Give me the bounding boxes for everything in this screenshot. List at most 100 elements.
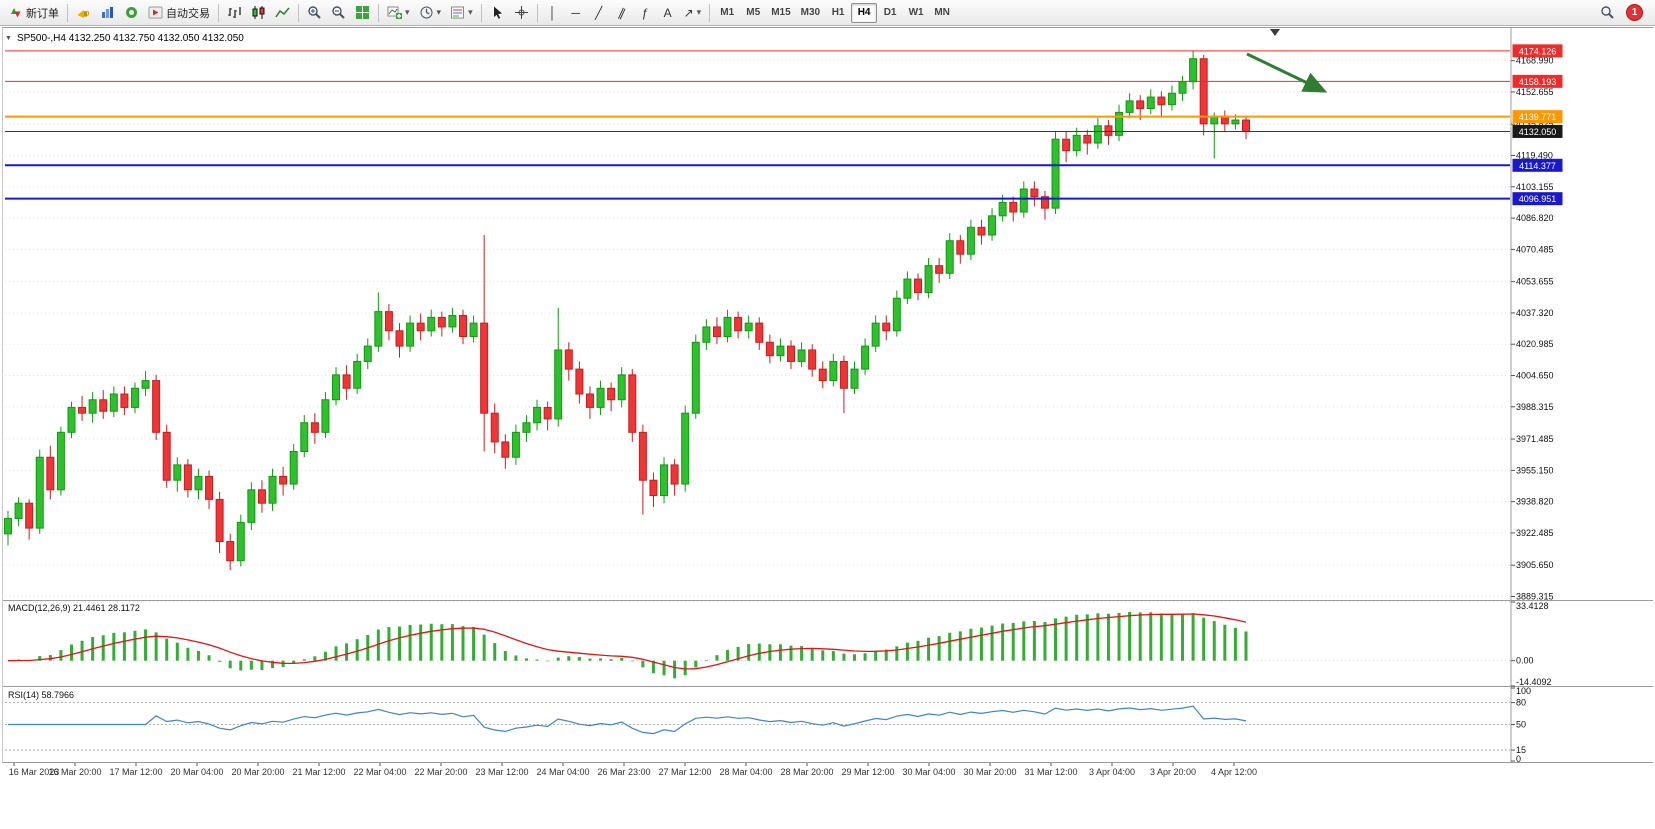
new-order-button[interactable]: 新订单 [4, 2, 63, 24]
trend-arrow-annotation[interactable] [1246, 52, 1328, 93]
notification-badge[interactable]: 1 [1626, 4, 1643, 21]
line-chart-mode-button[interactable] [271, 2, 294, 24]
horizontal-line-objects[interactable] [5, 50, 1510, 200]
timeframe-button-M5[interactable]: M5 [740, 3, 766, 23]
templates-icon [451, 6, 465, 19]
alerts-icon [78, 10, 89, 18]
horizontal-line-button[interactable]: ─ [565, 2, 587, 24]
svg-text:4174.126: 4174.126 [1519, 46, 1557, 56]
svg-text:26 Mar 23:00: 26 Mar 23:00 [597, 767, 650, 777]
timeframe-button-MN[interactable]: MN [929, 3, 955, 23]
channel-button[interactable]: ∥ [611, 2, 633, 24]
svg-text:4139.771: 4139.771 [1519, 112, 1557, 122]
fibonacci-button[interactable]: ƒ [634, 2, 656, 24]
trendline-button[interactable]: ╱ [588, 2, 610, 24]
svg-text:4070.485: 4070.485 [1516, 244, 1554, 254]
svg-text:3905.650: 3905.650 [1516, 560, 1554, 570]
svg-text:4119.490: 4119.490 [1516, 151, 1553, 161]
vertical-line-button[interactable]: │ [542, 2, 564, 24]
alerts-button[interactable] [72, 2, 95, 24]
candlestick-mode-button[interactable] [247, 2, 270, 24]
one-click-trading-toggle[interactable]: ▼ [5, 35, 12, 42]
chart-window[interactable]: 4168.990 4152.655 4135.825 4119.490 4103.155… [0, 26, 1655, 829]
bar-chart-mode-button[interactable] [223, 2, 246, 24]
price-badge [1512, 158, 1563, 172]
timeframe-button-M15[interactable]: M15 [766, 3, 795, 23]
timeframe-button-H1[interactable]: H1 [825, 3, 851, 23]
svg-text:16 Mar 2023: 16 Mar 2023 [9, 767, 60, 777]
svg-text:33.4128: 33.4128 [1516, 601, 1549, 611]
search-button[interactable] [1596, 2, 1619, 24]
candlesticks [4, 51, 1250, 571]
price-gridlines [5, 60, 1510, 597]
svg-text:17 Mar 12:00: 17 Mar 12:00 [109, 767, 162, 777]
toolbar-separator [378, 3, 379, 22]
arrows-tool-button[interactable]: ↗ ▾ [680, 2, 706, 24]
zoom-in-icon [308, 6, 321, 19]
auto-trading-label: 自动交易 [166, 7, 210, 20]
dropdown-icon: ▾ [405, 7, 410, 17]
cursor-icon [493, 6, 502, 19]
new-order-icon [11, 8, 21, 18]
svg-text:3938.820: 3938.820 [1516, 497, 1554, 507]
toolbar: 新订单 自动交易 ▾ ▾ ▾ [0, 0, 1655, 26]
timeframe-button-H4[interactable]: H4 [851, 2, 878, 23]
svg-text:22 Mar 20:00: 22 Mar 20:00 [414, 767, 467, 777]
auto-trading-icon [148, 6, 163, 19]
svg-text:28 Mar 04:00: 28 Mar 04:00 [719, 767, 772, 777]
svg-text:15: 15 [1516, 745, 1526, 755]
ohlc-info-line: SP500-,H4 4132.250 4132.750 4132.050 413… [17, 33, 244, 44]
community-icon [126, 7, 137, 18]
fibonacci-icon: ƒ [641, 5, 648, 20]
svg-text:100: 100 [1516, 686, 1531, 696]
periods-button[interactable]: ▾ [415, 2, 446, 24]
rsi-label: RSI(14) 58.7966 [8, 690, 74, 700]
crosshair-icon [514, 6, 528, 19]
zoom-in-button[interactable] [303, 2, 326, 24]
price-badge [1512, 124, 1563, 138]
templates-button[interactable]: ▾ [446, 2, 477, 24]
price-badge [1512, 74, 1563, 88]
new-chart-button[interactable]: ▾ [383, 2, 414, 24]
timeframe-button-D1[interactable]: D1 [877, 3, 903, 23]
new-order-label: 新订单 [26, 7, 59, 20]
svg-text:31 Mar 12:00: 31 Mar 12:00 [1024, 767, 1077, 777]
price-axis[interactable]: 4168.990 4152.655 4135.825 4119.490 4103.155… [1511, 56, 1554, 764]
svg-text:80: 80 [1516, 698, 1526, 708]
svg-text:29 Mar 12:00: 29 Mar 12:00 [841, 767, 894, 777]
cursor-button[interactable] [486, 2, 509, 24]
svg-text:20 Mar 20:00: 20 Mar 20:00 [231, 767, 284, 777]
svg-text:0.00: 0.00 [1516, 656, 1534, 666]
macd-signal-line [7, 613, 1247, 670]
dropdown-icon: ▾ [696, 7, 702, 17]
toolbar-separator [218, 3, 219, 22]
toolbar-separator [67, 3, 68, 22]
zoom-out-button[interactable] [327, 2, 350, 24]
timeframe-button-W1[interactable]: W1 [903, 3, 929, 23]
timeframe-button-M30[interactable]: M30 [796, 3, 825, 23]
tile-windows-button[interactable] [351, 2, 374, 24]
svg-text:3 Apr 04:00: 3 Apr 04:00 [1089, 767, 1135, 777]
timeframe-button-M1[interactable]: M1 [714, 3, 740, 23]
arrows-icon: ↗ [683, 5, 694, 20]
svg-text:50: 50 [1516, 720, 1526, 730]
svg-text:4158.193: 4158.193 [1519, 77, 1557, 87]
price-badge [1512, 110, 1563, 124]
svg-text:4096.951: 4096.951 [1519, 194, 1557, 204]
dropdown-icon: ▾ [436, 7, 442, 17]
crosshair-button[interactable] [510, 2, 533, 24]
horizontal-line-icon: ─ [571, 5, 580, 20]
svg-text:4053.655: 4053.655 [1516, 277, 1554, 287]
svg-text:22 Mar 04:00: 22 Mar 04:00 [353, 767, 406, 777]
market-watch-button[interactable] [96, 2, 119, 24]
community-button[interactable] [120, 2, 143, 24]
svg-text:3 Apr 20:00: 3 Apr 20:00 [1150, 767, 1196, 777]
market-watch-icon [102, 7, 113, 18]
periods-icon [420, 6, 433, 19]
text-tool-button[interactable]: A [657, 2, 679, 24]
svg-text:3922.485: 3922.485 [1516, 528, 1554, 538]
auto-trading-button[interactable]: 自动交易 [144, 2, 214, 24]
macd-pane [5, 601, 1510, 687]
svg-text:16 Mar 20:00: 16 Mar 20:00 [48, 767, 101, 777]
